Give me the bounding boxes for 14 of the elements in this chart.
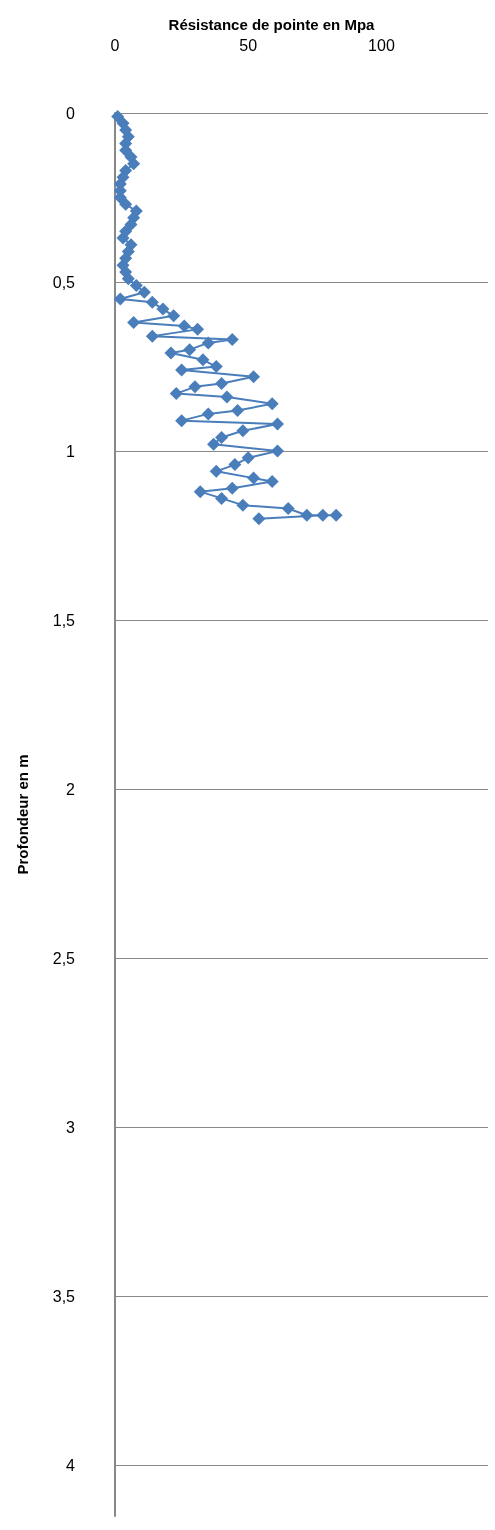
- y-tick-label: 3,5: [52, 1287, 76, 1305]
- y-tick-label: 2,5: [52, 949, 76, 967]
- x-tick-label: 100: [368, 36, 395, 54]
- y-tick-label: 0: [66, 104, 76, 122]
- y-tick-label: 1: [66, 442, 76, 460]
- y-tick-label: 1,5: [52, 611, 76, 629]
- y-tick-label: 0,5: [52, 273, 76, 291]
- y-tick-label: 4: [66, 1456, 76, 1474]
- x-tick-label: 50: [239, 36, 258, 54]
- x-tick-label: 0: [110, 36, 120, 54]
- y-tick-label: 2: [66, 780, 76, 798]
- x-axis-title: Résistance de pointe en Mpa: [168, 16, 376, 34]
- y-tick-label: 3: [66, 1118, 76, 1136]
- y-axis-title: Profondeur en m: [14, 754, 31, 875]
